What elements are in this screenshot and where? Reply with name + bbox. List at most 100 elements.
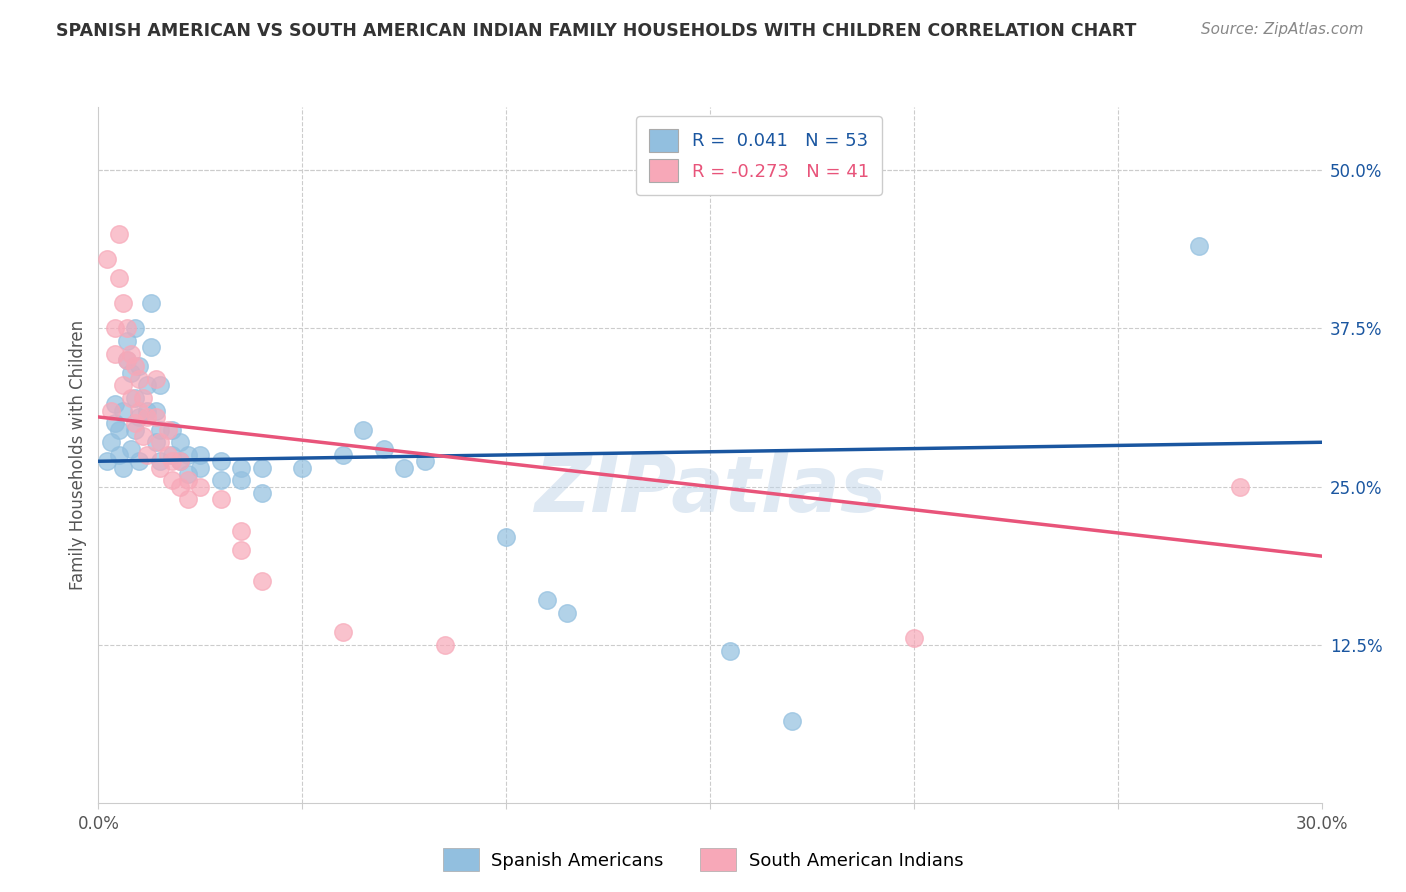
Point bbox=[373, 442, 395, 456]
Point bbox=[145, 435, 167, 450]
Legend: Spanish Americans, South American Indians: Spanish Americans, South American Indian… bbox=[436, 841, 970, 879]
Point bbox=[132, 429, 155, 443]
Point bbox=[156, 448, 179, 462]
Point bbox=[413, 454, 436, 468]
Point bbox=[332, 448, 354, 462]
Point bbox=[434, 638, 457, 652]
Point bbox=[120, 366, 142, 380]
Point bbox=[177, 473, 200, 487]
Point bbox=[231, 460, 253, 475]
Point bbox=[495, 530, 517, 544]
Point bbox=[352, 423, 374, 437]
Point bbox=[160, 423, 183, 437]
Point bbox=[111, 403, 134, 417]
Point bbox=[250, 486, 273, 500]
Point bbox=[132, 391, 155, 405]
Point bbox=[250, 460, 273, 475]
Point bbox=[124, 391, 146, 405]
Point bbox=[177, 492, 200, 507]
Point bbox=[188, 479, 212, 493]
Point bbox=[104, 321, 127, 335]
Point bbox=[108, 448, 131, 462]
Point bbox=[96, 252, 118, 266]
Point bbox=[128, 454, 150, 468]
Point bbox=[104, 417, 127, 431]
Point bbox=[115, 321, 138, 335]
Point bbox=[124, 417, 146, 431]
Point bbox=[160, 448, 183, 462]
Text: Source: ZipAtlas.com: Source: ZipAtlas.com bbox=[1201, 22, 1364, 37]
Point bbox=[250, 574, 273, 589]
Point bbox=[209, 492, 232, 507]
Point bbox=[392, 460, 416, 475]
Point bbox=[115, 353, 138, 368]
Point bbox=[149, 460, 172, 475]
Point bbox=[104, 347, 127, 361]
Point bbox=[169, 454, 191, 468]
Point bbox=[188, 460, 212, 475]
Point bbox=[145, 372, 167, 386]
Point bbox=[136, 403, 159, 417]
Point bbox=[128, 409, 150, 424]
Point bbox=[111, 296, 134, 310]
Y-axis label: Family Households with Children: Family Households with Children bbox=[69, 320, 87, 590]
Point bbox=[124, 359, 146, 374]
Point bbox=[780, 714, 803, 728]
Point bbox=[903, 632, 925, 646]
Point bbox=[115, 353, 138, 368]
Point bbox=[1229, 479, 1251, 493]
Point bbox=[115, 334, 138, 348]
Point bbox=[145, 403, 167, 417]
Point bbox=[332, 625, 354, 640]
Point bbox=[100, 435, 122, 450]
Point bbox=[128, 372, 150, 386]
Point bbox=[169, 435, 191, 450]
Point bbox=[108, 270, 131, 285]
Point bbox=[111, 460, 134, 475]
Point bbox=[169, 479, 191, 493]
Point bbox=[141, 296, 163, 310]
Point bbox=[136, 409, 159, 424]
Point bbox=[291, 460, 314, 475]
Point bbox=[188, 448, 212, 462]
Point bbox=[108, 227, 131, 241]
Text: SPANISH AMERICAN VS SOUTH AMERICAN INDIAN FAMILY HOUSEHOLDS WITH CHILDREN CORREL: SPANISH AMERICAN VS SOUTH AMERICAN INDIA… bbox=[56, 22, 1136, 40]
Point bbox=[128, 403, 150, 417]
Point bbox=[231, 524, 253, 538]
Point bbox=[96, 454, 118, 468]
Point bbox=[169, 454, 191, 468]
Point bbox=[209, 473, 232, 487]
Point bbox=[149, 454, 172, 468]
Point bbox=[536, 593, 558, 607]
Point bbox=[104, 397, 127, 411]
Text: ZIPatlas: ZIPatlas bbox=[534, 451, 886, 528]
Point bbox=[124, 321, 146, 335]
Point bbox=[209, 454, 232, 468]
Point bbox=[160, 473, 183, 487]
Point bbox=[156, 423, 179, 437]
Point bbox=[231, 473, 253, 487]
Point bbox=[1188, 239, 1211, 253]
Point bbox=[136, 448, 159, 462]
Point bbox=[160, 454, 183, 468]
Point bbox=[120, 391, 142, 405]
Point bbox=[149, 423, 172, 437]
Point bbox=[100, 403, 122, 417]
Point bbox=[124, 423, 146, 437]
Point bbox=[145, 409, 167, 424]
Point bbox=[120, 347, 142, 361]
Point bbox=[120, 442, 142, 456]
Point bbox=[141, 340, 163, 354]
Point bbox=[557, 606, 579, 620]
Point bbox=[111, 378, 134, 392]
Point bbox=[177, 448, 200, 462]
Point bbox=[128, 359, 150, 374]
Point bbox=[177, 467, 200, 481]
Point bbox=[108, 423, 131, 437]
Point bbox=[136, 378, 159, 392]
Point bbox=[149, 435, 172, 450]
Point bbox=[231, 542, 253, 557]
Point bbox=[720, 644, 742, 658]
Point bbox=[149, 378, 172, 392]
Legend: R =  0.041   N = 53, R = -0.273   N = 41: R = 0.041 N = 53, R = -0.273 N = 41 bbox=[636, 116, 882, 195]
